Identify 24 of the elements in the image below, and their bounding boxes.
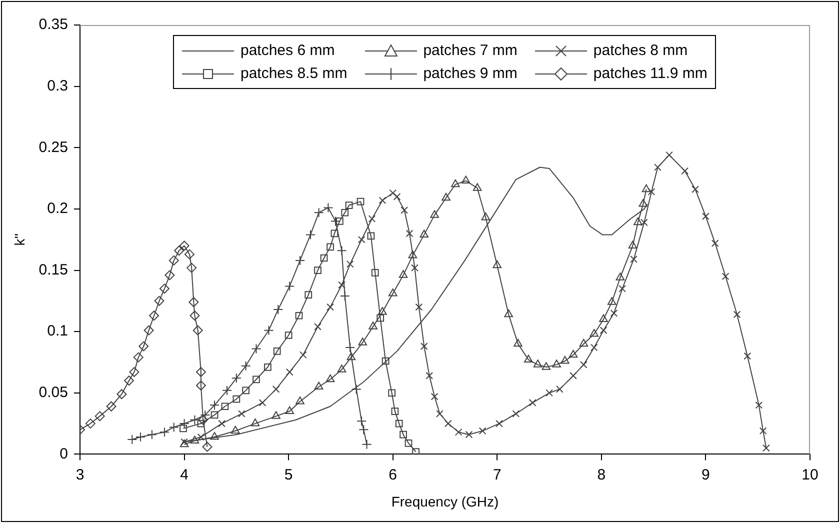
x-tick-label: 6 — [388, 466, 398, 484]
x-tick-label: 4 — [180, 466, 188, 484]
y-tick-label: 0.25 — [38, 138, 68, 156]
x-tick-label: 3 — [76, 466, 84, 484]
y-tick-label: 0.05 — [38, 384, 68, 402]
y-tick-label: 0.15 — [38, 261, 68, 278]
legend-label: patches 9 mm — [423, 65, 518, 82]
y-tick-label: 0.1 — [47, 322, 68, 340]
x-tick-label: 9 — [702, 466, 710, 484]
y-axis-title: k'' — [11, 233, 28, 246]
legend-label: patches 7 mm — [423, 42, 518, 59]
y-tick-label: 0.3 — [47, 77, 68, 94]
y-tick-label: 0.2 — [47, 200, 68, 218]
x-tick-label: 5 — [284, 466, 293, 484]
legend-label: patches 8.5 mm — [240, 65, 348, 82]
y-tick-label: 0.35 — [38, 16, 68, 34]
y-tick-label: 0 — [60, 445, 68, 462]
legend-label: patches 6 mm — [240, 42, 335, 59]
legend-label: patches 11.9 mm — [593, 65, 708, 82]
x-axis-title: Frequency (GHz) — [391, 493, 499, 510]
x-tick-label: 10 — [802, 466, 818, 484]
x-tick-label: 7 — [492, 466, 502, 484]
x-tick-label: 8 — [597, 466, 606, 484]
legend-label: patches 8 mm — [593, 42, 688, 59]
